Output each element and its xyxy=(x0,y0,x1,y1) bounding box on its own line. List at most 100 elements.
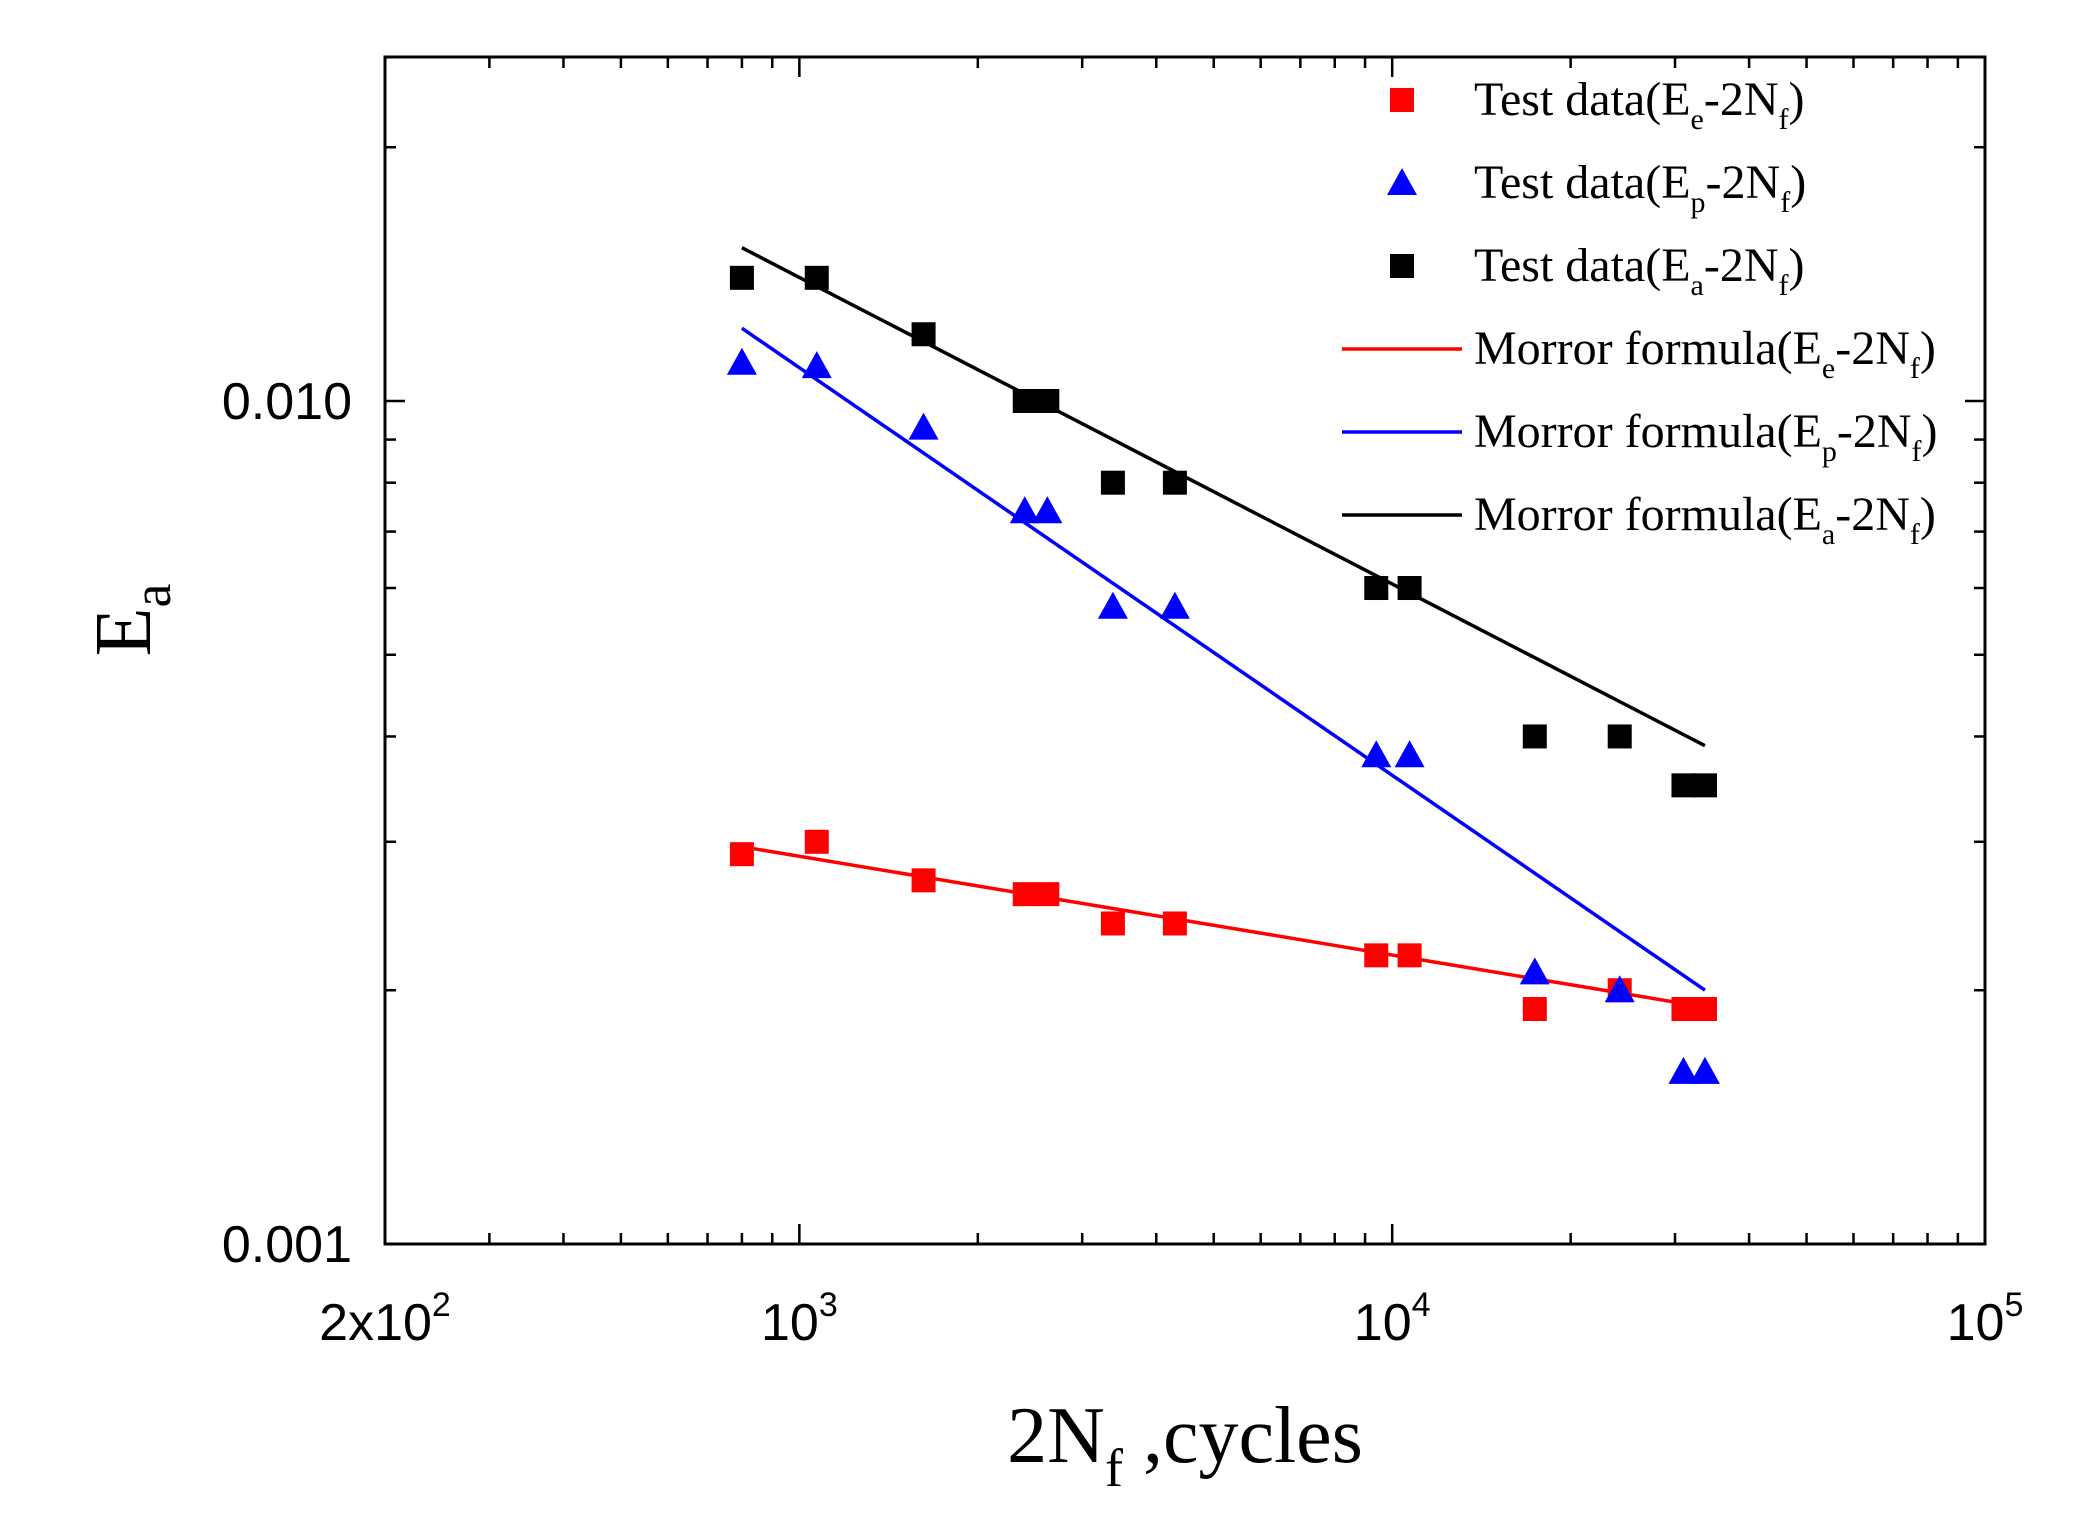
y-axis-title-main: E xyxy=(80,608,168,657)
x-tick-label: 105 xyxy=(1947,1286,2024,1352)
x-tick-label: 2x102 xyxy=(319,1286,451,1352)
axis-ticks xyxy=(383,57,1987,1246)
legend-label-text: ) xyxy=(1920,488,1936,541)
data-point-square xyxy=(1522,997,1547,1022)
legend-label-subscript: f xyxy=(1910,352,1920,385)
x-tick-label-exponent: 4 xyxy=(1412,1286,1431,1324)
data-point-square xyxy=(729,842,754,867)
data-point-triangle xyxy=(1394,740,1425,768)
data-point-square xyxy=(1364,576,1389,601)
data-point-square xyxy=(911,868,936,893)
x-tick-label-mantissa: 10 xyxy=(761,1294,819,1352)
data-point-square xyxy=(1162,911,1187,936)
legend-label: Morror formula(Ea-2Nf) xyxy=(1474,488,1936,551)
data-point-square xyxy=(1364,943,1389,968)
data-point-triangle xyxy=(1519,957,1550,985)
x-tick-label: 103 xyxy=(761,1286,838,1352)
x-tick-label-exponent: 5 xyxy=(2004,1286,2023,1324)
legend-label-text: ) xyxy=(1920,322,1936,375)
legend-label-text: -2N xyxy=(1704,73,1779,126)
data-point-square xyxy=(1671,997,1696,1022)
legend-square-swatch xyxy=(1390,88,1414,112)
legend-label: Morror formula(Ep-2Nf) xyxy=(1474,405,1938,468)
legend-label-text: ) xyxy=(1789,73,1805,126)
legend-label-text: ) xyxy=(1789,239,1805,292)
data-point-triangle xyxy=(1668,1056,1699,1084)
data-point-square xyxy=(1100,470,1125,495)
x-tick-label-exponent: 3 xyxy=(819,1286,838,1324)
legend-label-text: Test data(E xyxy=(1474,73,1691,126)
x-tick-label-mantissa: 10 xyxy=(1354,1294,1412,1352)
data-point-square xyxy=(1100,911,1125,936)
data-point-square xyxy=(1397,943,1422,968)
legend-label: Test data(Ep-2Nf) xyxy=(1474,156,1806,219)
legend-label-subscript: p xyxy=(1822,435,1837,468)
plot-area xyxy=(385,57,1985,1244)
x-tick-label-mantissa: 10 xyxy=(1947,1294,2005,1352)
data-point-triangle xyxy=(908,412,939,440)
x-axis-title-main: 2N xyxy=(1007,1392,1105,1480)
y-tick-label: 0.001 xyxy=(222,1216,352,1274)
x-axis-title-sub: f xyxy=(1105,1438,1123,1498)
legend-label-subscript: a xyxy=(1691,269,1704,302)
data-point-square xyxy=(1012,882,1037,907)
x-tick-label-mantissa: 2x10 xyxy=(319,1294,432,1352)
legend-label-subscript: f xyxy=(1912,435,1922,468)
legend-label-text: -2N xyxy=(1835,322,1910,375)
data-point-square xyxy=(1692,997,1717,1022)
data-point-square xyxy=(911,322,936,347)
data-point-square xyxy=(1035,882,1060,907)
data-point-square xyxy=(1522,724,1547,749)
data-point-square xyxy=(729,265,754,290)
legend-label-subscript: p xyxy=(1691,186,1706,219)
data-point-triangle xyxy=(1689,1056,1720,1084)
x-tick-label-exponent: 2 xyxy=(432,1286,451,1324)
legend-label-text: Morror formula(E xyxy=(1474,488,1822,541)
fit-line-4 xyxy=(740,326,1706,992)
y-axis-title: Ea xyxy=(80,584,182,657)
legend-label-text: Test data(E xyxy=(1474,156,1691,209)
data-point-square xyxy=(1012,389,1037,413)
data-point-triangle xyxy=(1097,591,1128,619)
data-point-triangle xyxy=(1604,975,1635,1003)
data-point-triangle xyxy=(726,347,757,375)
legend-label-text: -2N xyxy=(1837,405,1912,458)
data-points xyxy=(726,265,1720,1084)
data-point-square xyxy=(1035,389,1060,413)
legend-label: Test data(Ee-2Nf) xyxy=(1474,73,1805,136)
legend-label: Test data(Ea-2Nf) xyxy=(1474,239,1805,302)
legend-label-subscript: a xyxy=(1822,518,1835,551)
legend-label-subscript: f xyxy=(1780,186,1790,219)
legend-label-text: ) xyxy=(1790,156,1806,209)
data-point-square xyxy=(804,829,829,854)
data-point-square xyxy=(1397,576,1422,601)
data-point-square xyxy=(1692,773,1717,798)
legend-label-text: -2N xyxy=(1835,488,1910,541)
legend-label-text: Morror formula(E xyxy=(1474,322,1822,375)
legend-label-subscript: e xyxy=(1691,103,1704,136)
fit-line-5 xyxy=(741,246,1706,748)
legend: Test data(Ee-2Nf)Test data(Ep-2Nf)Test d… xyxy=(1342,73,1938,551)
legend-label-text: Morror formula(E xyxy=(1474,405,1822,458)
data-point-square xyxy=(804,265,829,290)
data-point-triangle xyxy=(801,351,832,379)
legend-label-subscript: f xyxy=(1910,518,1920,551)
legend-label-subscript: f xyxy=(1779,103,1789,136)
y-tick-label: 0.010 xyxy=(222,373,352,431)
legend-label: Morror formula(Ee-2Nf) xyxy=(1474,322,1936,385)
data-point-triangle xyxy=(1009,496,1040,524)
data-point-triangle xyxy=(1361,740,1392,768)
data-point-square xyxy=(1671,773,1696,798)
data-point-square xyxy=(1162,470,1187,495)
legend-label-text: ) xyxy=(1922,405,1938,458)
legend-triangle-swatch xyxy=(1387,168,1417,195)
legend-label-text: -2N xyxy=(1704,239,1779,292)
legend-label-subscript: e xyxy=(1822,352,1835,385)
legend-label-text: -2N xyxy=(1706,156,1781,209)
data-point-square xyxy=(1607,724,1632,749)
legend-label-text: Test data(E xyxy=(1474,239,1691,292)
x-axis-title: 2Nf ,cycles xyxy=(1007,1392,1363,1498)
legend-square-swatch xyxy=(1390,254,1414,278)
